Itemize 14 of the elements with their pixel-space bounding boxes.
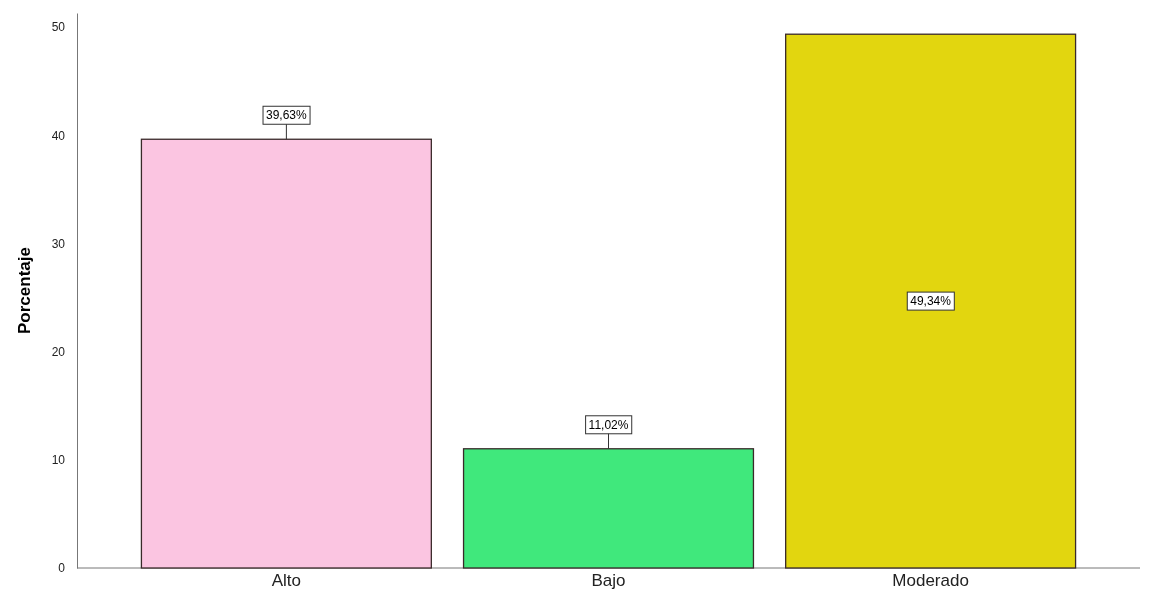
y-tick-label: 30 xyxy=(51,236,66,251)
x-tick-label: Alto xyxy=(271,571,302,591)
y-tick-label: 10 xyxy=(51,453,66,468)
bar xyxy=(785,33,1077,569)
y-tick-label: 40 xyxy=(51,128,66,143)
data-label: 49,34% xyxy=(910,294,952,309)
x-tick-label: Moderado xyxy=(892,571,969,591)
x-tick-label: Bajo xyxy=(591,571,626,591)
y-tick-label: 20 xyxy=(51,344,66,359)
y-axis-title: Porcentaje xyxy=(15,247,34,334)
data-label: 11,02% xyxy=(588,417,629,432)
y-tick-label: 0 xyxy=(58,561,66,576)
data-label: 39,63% xyxy=(266,108,308,123)
y-tick-label: 50 xyxy=(51,20,66,35)
